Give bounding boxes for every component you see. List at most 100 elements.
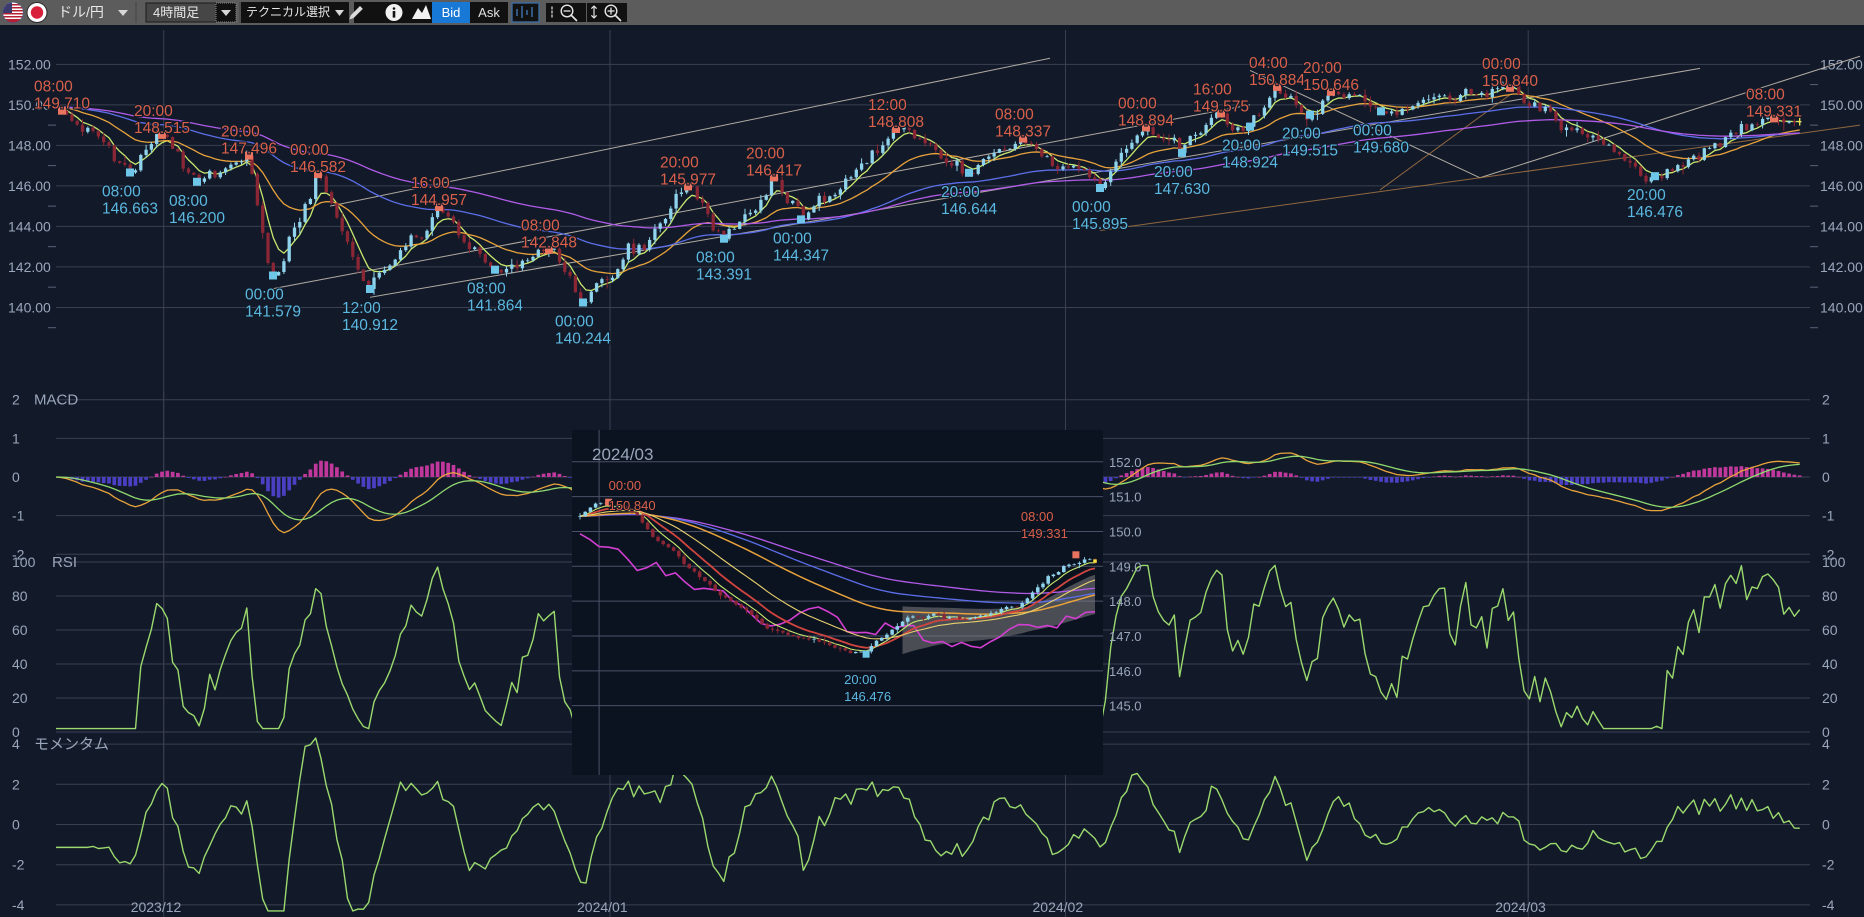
- svg-text:20:00: 20:00: [941, 184, 980, 201]
- svg-text:148.00: 148.00: [8, 137, 51, 153]
- svg-text:-4: -4: [1822, 897, 1835, 913]
- svg-text:150.840: 150.840: [1482, 73, 1538, 90]
- svg-text:140.912: 140.912: [342, 317, 398, 334]
- svg-text:149.515: 149.515: [1282, 143, 1338, 160]
- svg-text:148.337: 148.337: [995, 124, 1051, 141]
- svg-text:145.895: 145.895: [1072, 216, 1128, 233]
- svg-text:00:00: 00:00: [290, 142, 329, 159]
- svg-text:20:00: 20:00: [1222, 138, 1261, 155]
- svg-text:149.680: 149.680: [1353, 139, 1409, 156]
- svg-text:00:00: 00:00: [773, 230, 812, 247]
- svg-text:142.00: 142.00: [8, 259, 51, 275]
- svg-text:150.840: 150.840: [609, 498, 656, 513]
- svg-text:140.00: 140.00: [8, 299, 51, 315]
- svg-text:04:00: 04:00: [1249, 55, 1288, 72]
- svg-text:145.0: 145.0: [1109, 699, 1142, 714]
- svg-text:4: 4: [12, 736, 20, 752]
- svg-text:-1: -1: [1822, 508, 1835, 524]
- svg-text:-2: -2: [12, 857, 25, 873]
- svg-text:146.644: 146.644: [941, 201, 997, 218]
- svg-text:20: 20: [12, 690, 28, 706]
- svg-text:146.00: 146.00: [8, 178, 51, 194]
- svg-text:08:00: 08:00: [521, 218, 560, 235]
- svg-text:1: 1: [12, 430, 20, 446]
- svg-text:12:00: 12:00: [868, 97, 907, 114]
- svg-text:145.977: 145.977: [660, 171, 716, 188]
- svg-text:146.00: 146.00: [1820, 178, 1863, 194]
- svg-text:149.331: 149.331: [1746, 103, 1802, 120]
- svg-text:0: 0: [12, 817, 20, 833]
- svg-text:140.244: 140.244: [555, 331, 611, 348]
- svg-text:00:00: 00:00: [1118, 95, 1157, 112]
- svg-text:12:00: 12:00: [342, 300, 381, 317]
- svg-text:149.331: 149.331: [1021, 526, 1068, 541]
- svg-text:40: 40: [12, 656, 28, 672]
- svg-text:60: 60: [1822, 622, 1838, 638]
- svg-text:テクニカル選択: テクニカル選択: [246, 5, 330, 19]
- svg-text:142.848: 142.848: [521, 235, 577, 252]
- svg-text:146.582: 146.582: [290, 159, 346, 176]
- svg-text:00:00: 00:00: [609, 478, 642, 493]
- svg-text:150.884: 150.884: [1249, 72, 1305, 89]
- svg-text:148.808: 148.808: [868, 114, 924, 131]
- svg-text:4時間足: 4時間足: [153, 5, 199, 20]
- svg-text:148.0: 148.0: [1109, 594, 1142, 609]
- svg-text:Ask: Ask: [478, 5, 500, 20]
- svg-text:ドル/円: ドル/円: [58, 4, 104, 20]
- svg-text:2024/02: 2024/02: [1033, 899, 1084, 915]
- svg-text:141.864: 141.864: [467, 298, 523, 315]
- svg-text:2: 2: [12, 776, 20, 792]
- svg-text:147.0: 147.0: [1109, 629, 1142, 644]
- svg-text:2024/03: 2024/03: [1495, 899, 1546, 915]
- svg-text:2024/03: 2024/03: [592, 445, 653, 464]
- svg-text:16:00: 16:00: [411, 175, 450, 192]
- svg-text:2: 2: [12, 392, 20, 408]
- svg-text:00:00: 00:00: [1353, 122, 1392, 139]
- svg-text:146.476: 146.476: [844, 689, 891, 704]
- svg-text:144.00: 144.00: [1820, 218, 1863, 234]
- svg-text:20: 20: [1822, 690, 1838, 706]
- svg-text:141.579: 141.579: [245, 304, 301, 321]
- svg-text:-1: -1: [12, 508, 25, 524]
- svg-text:08:00: 08:00: [102, 184, 141, 201]
- svg-text:144.347: 144.347: [773, 247, 829, 264]
- svg-text:2: 2: [1822, 776, 1830, 792]
- svg-text:08:00: 08:00: [34, 79, 73, 96]
- svg-text:149.575: 149.575: [1193, 99, 1249, 116]
- svg-text:146.0: 146.0: [1109, 664, 1142, 679]
- svg-text:149.0: 149.0: [1109, 559, 1142, 574]
- svg-text:147.630: 147.630: [1154, 181, 1210, 198]
- svg-text:150.646: 150.646: [1303, 77, 1359, 94]
- svg-text:0: 0: [1822, 817, 1830, 833]
- svg-text:20:00: 20:00: [1282, 126, 1321, 143]
- svg-text:2024/01: 2024/01: [577, 899, 628, 915]
- svg-text:144.957: 144.957: [411, 192, 467, 209]
- svg-text:150.00: 150.00: [1820, 97, 1863, 113]
- svg-text:60: 60: [12, 622, 28, 638]
- svg-text:100: 100: [12, 554, 36, 570]
- svg-text:RSI: RSI: [52, 554, 77, 571]
- svg-text:142.00: 142.00: [1820, 259, 1863, 275]
- svg-text:08:00: 08:00: [696, 250, 735, 267]
- svg-text:MACD: MACD: [34, 392, 78, 409]
- svg-text:149.710: 149.710: [34, 96, 90, 113]
- svg-text:148.894: 148.894: [1118, 112, 1174, 129]
- svg-text:146.417: 146.417: [746, 162, 802, 179]
- svg-text:151.0: 151.0: [1109, 490, 1142, 505]
- svg-text:2: 2: [1822, 392, 1830, 408]
- svg-text:148.00: 148.00: [1820, 137, 1863, 153]
- svg-text:0: 0: [12, 469, 20, 485]
- svg-text:143.391: 143.391: [696, 267, 752, 284]
- svg-text:-4: -4: [12, 897, 25, 913]
- svg-text:20:00: 20:00: [844, 672, 877, 687]
- svg-text:08:00: 08:00: [995, 107, 1034, 124]
- svg-text:00:00: 00:00: [555, 314, 594, 331]
- svg-text:4: 4: [1822, 736, 1830, 752]
- svg-text:00:00: 00:00: [1072, 199, 1111, 216]
- svg-text:20:00: 20:00: [1154, 164, 1193, 181]
- svg-text:147.496: 147.496: [221, 141, 277, 158]
- svg-text:08:00: 08:00: [169, 193, 208, 210]
- svg-text:152.0: 152.0: [1109, 455, 1142, 470]
- svg-text:146.476: 146.476: [1627, 204, 1683, 221]
- svg-text:20:00: 20:00: [1627, 187, 1666, 204]
